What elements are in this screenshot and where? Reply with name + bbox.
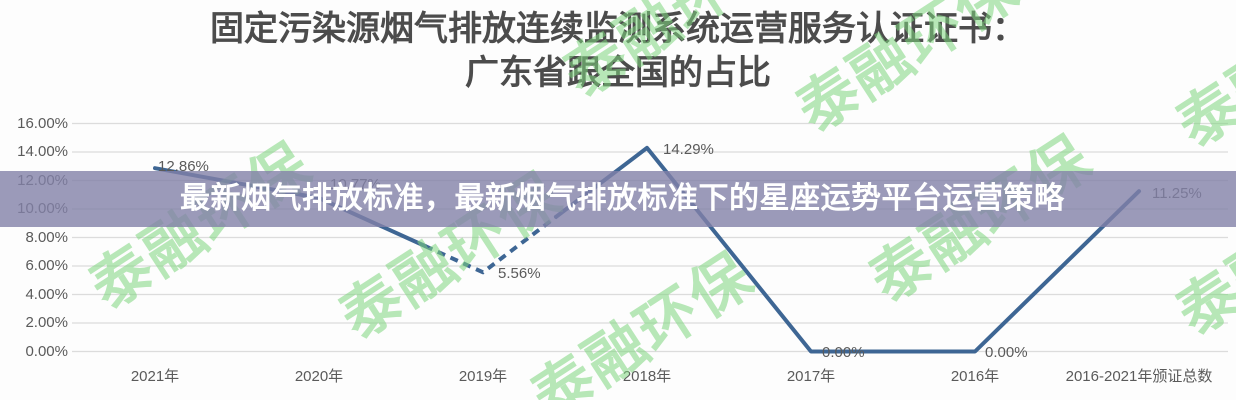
x-category-label: 2018年 [622, 368, 672, 385]
chart-title: 固定污染源烟气排放连续监测系统运营服务认证证书： 广东省跟全国的占比 [0, 8, 1236, 96]
y-tick-label: 2.00% [25, 314, 68, 331]
gridlines [72, 122, 1228, 353]
line-segment-solid-right [554, 145, 1141, 354]
data-value-label: 5.56% [498, 265, 541, 283]
chart-title-line1: 固定污染源烟气排放连续监测系统运营服务认证证书： [210, 11, 1026, 48]
data-value-label: 12.86% [158, 158, 209, 176]
y-tick-label: 6.00% [25, 257, 68, 274]
data-value-label: 0.00% [985, 343, 1028, 361]
x-category-label: 2016-2021年颁证总数 [1065, 368, 1213, 385]
x-category-label: 2020年 [294, 368, 344, 385]
x-category-label: 2019年 [458, 368, 508, 385]
y-tick-label: 0.00% [25, 342, 68, 360]
chart-title-line2: 广东省跟全国的占比 [465, 55, 771, 92]
overlay-banner: 最新烟气排放标准，最新烟气排放标准下的星座运势平台运营策略 [0, 171, 1236, 227]
x-category-label: 2017年 [786, 368, 836, 385]
x-category-label: 2016年 [950, 368, 1000, 385]
x-category-label: 2021年 [130, 368, 180, 385]
y-tick-label: 8.00% [25, 228, 68, 246]
data-value-label: 0.00% [822, 343, 865, 361]
overlay-banner-text: 最新烟气排放标准，最新烟气排放标准下的星座运势平台运营策略 [180, 182, 1065, 215]
y-tick-label: 4.00% [25, 285, 68, 303]
y-tick-label: 14.00% [17, 143, 68, 160]
data-value-label: 14.29% [663, 140, 714, 158]
line-segment-dashed-middle [424, 215, 558, 275]
y-tick-label: 16.00% [17, 114, 68, 132]
